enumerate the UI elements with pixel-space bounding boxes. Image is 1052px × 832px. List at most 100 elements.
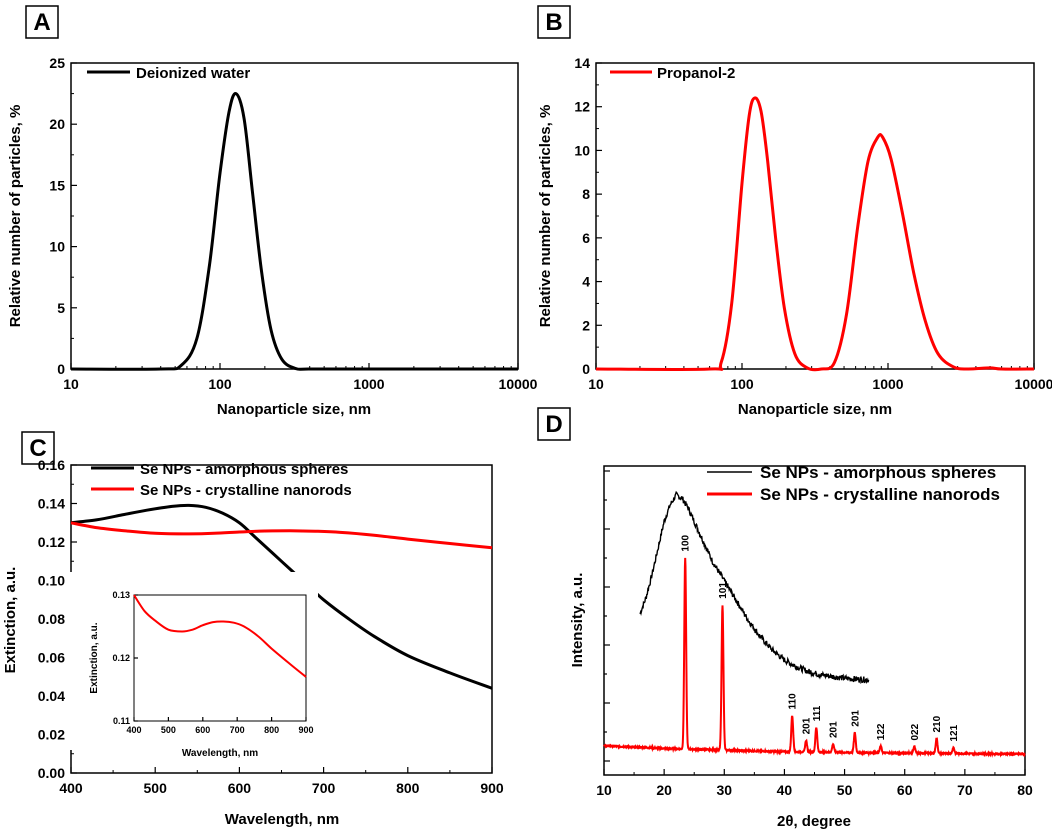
panel-c-x-tick-label: 800 xyxy=(396,780,420,796)
panel-b-x-tick-label: 1000 xyxy=(872,376,903,392)
panel-b-y-tick-label: 14 xyxy=(574,55,590,71)
panel-c-y-tick-label: 0.12 xyxy=(38,534,65,550)
panel-c-inset-y-tick-label: 0.11 xyxy=(113,716,130,726)
panel-b-x-tick-label: 10 xyxy=(588,376,604,392)
panel-b-y-tick-label: 2 xyxy=(582,317,590,333)
panel-a-y-tick-label: 0 xyxy=(57,361,65,377)
panel-d-peak-label: 201 xyxy=(802,717,813,734)
panel-a-plot-frame xyxy=(70,62,519,370)
panel-d-x-tick-label: 80 xyxy=(1017,782,1033,798)
panel-b-plot-frame xyxy=(595,62,1035,370)
panel-d-peak-label: 101 xyxy=(718,582,729,599)
panel-a: A 10 100 1000 10000 0 5 10 15 20 25 Deionized wat… xyxy=(7,5,538,418)
panel-d-letter: D xyxy=(545,411,562,438)
panel-b-y-axis-title: Relative number of particles, % xyxy=(537,105,554,328)
panel-d-x-axis-title: 2θ, degree xyxy=(777,813,851,830)
panel-d-peak-label: 210 xyxy=(932,715,943,732)
panel-c-y-tick-label: 0.14 xyxy=(38,496,65,512)
panel-d-peak-label: 201 xyxy=(829,721,840,738)
panel-d-x-tick-label: 10 xyxy=(596,782,612,798)
panel-c-y-tick-label: 0.02 xyxy=(38,727,65,743)
panel-a-y-tick-label: 10 xyxy=(49,239,65,255)
panel-d-x-tick-label: 60 xyxy=(897,782,913,798)
panel-d-x-tick-label: 50 xyxy=(837,782,853,798)
panel-d-series-crystalline-nanorods xyxy=(603,557,1026,758)
panel-c-series-amorphous-spheres xyxy=(70,503,493,690)
panel-c-inset-x-title: Wavelength, nm xyxy=(182,748,258,759)
panel-d-legend-label-1: Se NPs - crystalline nanorods xyxy=(760,485,1000,504)
panel-d-x-tick-label: 40 xyxy=(777,782,793,798)
panel-c-inset-y-tick-label: 0.13 xyxy=(112,590,130,600)
panel-d-peak-label: 121 xyxy=(949,724,960,741)
panel-c-inset-x-tick-label: 900 xyxy=(298,725,313,735)
panel-c-inset-y-tick-label: 0.12 xyxy=(112,653,130,663)
panel-b-y-tick-label: 12 xyxy=(574,99,590,115)
panel-a-x-tick-label: 10000 xyxy=(499,376,538,392)
panel-c-label-box xyxy=(21,431,55,465)
panel-d-peak-label: 201 xyxy=(850,710,861,727)
panel-d-peak-label: 110 xyxy=(788,693,799,710)
panel-d-y-axis-title: Intensity, a.u. xyxy=(569,573,586,668)
panel-b-series-propanol-2 xyxy=(595,96,1035,372)
panel-b-y-tick-label: 0 xyxy=(582,361,590,377)
panel-c-inset-x-tick-label: 600 xyxy=(195,725,210,735)
panel-c-y-tick-label: 0.06 xyxy=(38,650,65,666)
panel-b-letter: B xyxy=(545,9,562,36)
panel-c-inset-x-tick-label: 700 xyxy=(230,725,245,735)
panel-a-y-tick-label: 20 xyxy=(49,116,65,132)
panel-b-legend-label: Propanol-2 xyxy=(657,65,735,82)
panel-a-x-tick-label: 100 xyxy=(208,376,232,392)
panel-b-x-tick-label: 10000 xyxy=(1015,376,1052,392)
panel-c-y-tick-label: 0.04 xyxy=(38,688,65,704)
panel-a-y-tick-label: 15 xyxy=(49,177,65,193)
panel-c-inset-series xyxy=(133,594,307,678)
panel-c-x-tick-label: 400 xyxy=(59,780,83,796)
panel-a-letter: A xyxy=(33,9,50,36)
panel-c-y-tick-label: 0.08 xyxy=(38,611,65,627)
panel-b-y-tick-label: 8 xyxy=(582,186,590,202)
panel-d-peak-label: 111 xyxy=(812,705,823,721)
panel-c-letter: C xyxy=(29,435,46,462)
panel-d-label-box xyxy=(537,407,571,441)
panel-c-inset-x-tick-label: 500 xyxy=(161,725,176,735)
panel-c-legend-label-0: Se NPs - amorphous spheres xyxy=(140,461,348,478)
panel-c-series-crystalline-nanorods xyxy=(70,521,493,550)
panel-d-x-tick-label: 70 xyxy=(957,782,973,798)
panel-c-y-axis-title: Extinction, a.u. xyxy=(2,567,19,674)
panel-a-y-tick-label: 5 xyxy=(57,300,65,316)
panel-c-x-tick-label: 500 xyxy=(144,780,168,796)
panel-b-y-tick-label: 6 xyxy=(582,230,590,246)
panel-a-legend-label: Deionized water xyxy=(136,65,250,82)
panel-d-peak-label: 100 xyxy=(681,534,692,551)
panel-a-y-axis-title: Relative number of particles, % xyxy=(7,105,24,328)
panel-a-series-deionized-water xyxy=(70,92,518,371)
panel-c: C 400 500 600 700 800 900 0.00 0.02 0.04 0.06 0.08… xyxy=(2,431,504,828)
panel-b-y-tick-label: 10 xyxy=(574,142,590,158)
panel-c-inset-background xyxy=(70,572,318,750)
panel-a-x-tick-label: 1000 xyxy=(353,376,384,392)
panel-c-inset-x-tick-label: 800 xyxy=(264,725,279,735)
panel-d-x-tick-label: 20 xyxy=(656,782,672,798)
panel-a-y-tick-label: 25 xyxy=(49,55,65,71)
panel-c-x-tick-label: 900 xyxy=(480,780,504,796)
panel-b-label-box xyxy=(537,5,571,39)
panel-a-label-box xyxy=(25,5,59,39)
panel-c-x-tick-label: 700 xyxy=(312,780,336,796)
panel-a-x-axis-title: Nanoparticle size, nm xyxy=(217,401,371,418)
panel-d: D 10 20 30 40 50 60 70 80 100101110201111201201… xyxy=(537,407,1033,830)
panel-d-peak-label: 022 xyxy=(910,723,921,740)
panel-c-y-tick-label: 0.16 xyxy=(38,457,65,473)
panel-a-x-tick-label: 10 xyxy=(63,376,79,392)
panel-c-y-tick-label: 0.00 xyxy=(38,765,65,781)
panel-d-legend-label-0: Se NPs - amorphous spheres xyxy=(760,463,996,482)
panel-b: B 10 100 1000 10000 0 2 4 6 8 10 12 14 Propanol-2 N… xyxy=(537,5,1052,418)
panel-b-x-axis-title: Nanoparticle size, nm xyxy=(738,401,892,418)
panel-b-y-tick-label: 4 xyxy=(582,274,590,290)
panel-c-x-axis-title: Wavelength, nm xyxy=(225,811,339,828)
panel-c-y-tick-label: 0.10 xyxy=(38,573,65,589)
panel-c-inset-x-tick-label: 400 xyxy=(126,725,141,735)
panel-c-inset-y-title: Extinction, a.u. xyxy=(89,622,100,693)
panel-c-legend-label-1: Se NPs - crystalline nanorods xyxy=(140,482,352,499)
panel-b-x-tick-label: 100 xyxy=(730,376,754,392)
